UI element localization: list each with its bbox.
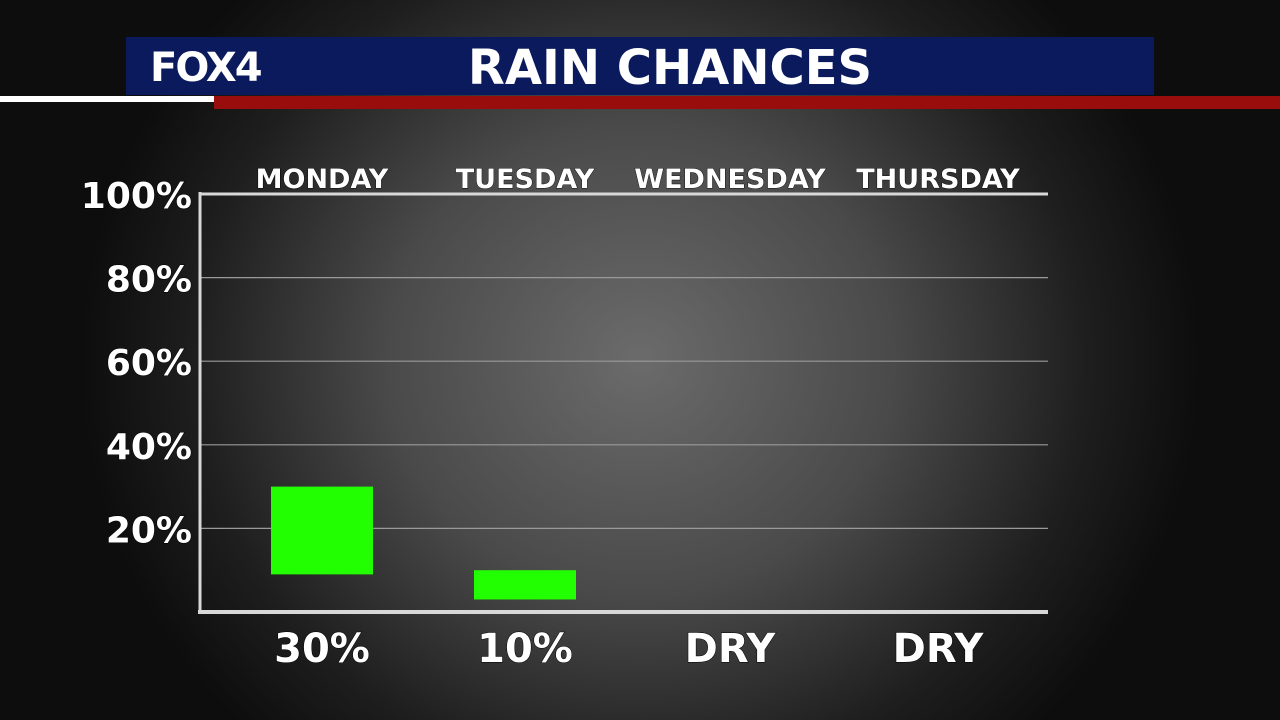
bar <box>474 570 576 600</box>
category-label: MONDAY <box>256 164 389 195</box>
category-label: THURSDAY <box>856 164 1020 195</box>
header-white-stripe <box>0 96 214 102</box>
y-tick-label: 20% <box>106 510 192 551</box>
y-tick-label: 60% <box>106 343 192 384</box>
bar <box>271 486 373 575</box>
value-label: DRY <box>893 626 985 672</box>
category-label: WEDNESDAY <box>634 164 826 195</box>
value-label: 10% <box>477 626 573 672</box>
header-bar <box>126 37 1154 95</box>
category-label: TUESDAY <box>456 164 595 195</box>
value-label: DRY <box>685 626 777 672</box>
header-red-stripe <box>214 96 1280 109</box>
y-tick-label: 100% <box>81 176 192 217</box>
value-label: 30% <box>274 626 370 672</box>
station-logo: FOX4 <box>150 45 263 91</box>
page-title: RAIN CHANCES <box>467 40 873 96</box>
y-tick-label: 40% <box>106 427 192 468</box>
y-tick-label: 80% <box>106 260 192 301</box>
